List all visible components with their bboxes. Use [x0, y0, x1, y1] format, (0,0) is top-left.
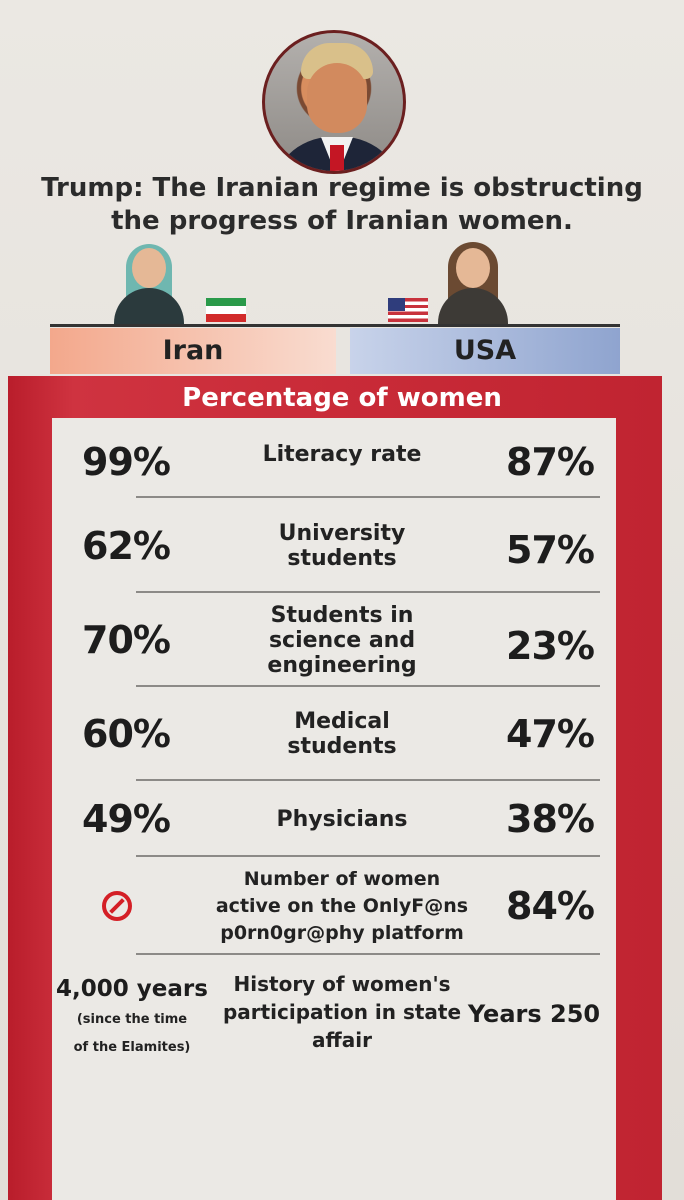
iran-value: 62% [82, 524, 171, 568]
prohibited-icon [102, 891, 132, 921]
comparison-panel [52, 418, 616, 1200]
iran-value [82, 858, 222, 954]
row-label: Students in science and engineering [267, 602, 417, 678]
row-divider [136, 591, 600, 593]
column-header-usa: USA [350, 328, 620, 374]
trump-portrait [262, 30, 406, 174]
history-label: History of women's participation in stat… [222, 972, 462, 1052]
iran-woman-photo [114, 242, 184, 326]
row-label: Medical students [287, 709, 397, 759]
comparison-row: 99% Literacy rate 87% [52, 424, 616, 500]
headline-line-2: the progress of Iranian women. [111, 206, 573, 236]
usa-value: 57% [506, 528, 595, 572]
iran-history-note-2: of the Elamites) [73, 1040, 191, 1055]
comparison-row: 60% Medical students 47% [52, 688, 616, 780]
usa-value: 23% [506, 624, 595, 668]
row-label: Physicians [276, 806, 408, 832]
iran-value: 99% [82, 440, 171, 484]
headline-line-1: Trump: The Iranian regime is obstructing [41, 173, 643, 203]
row-divider [136, 779, 600, 781]
row-divider [136, 953, 600, 955]
comparison-row: 62% University students 57% [52, 500, 616, 592]
column-header-iran: Iran [50, 328, 336, 374]
divider [50, 324, 620, 327]
row-label: Number of women active on the OnlyF@ns p… [215, 867, 469, 944]
iran-history: 4,000 years (since the time of the Elami… [52, 972, 212, 1062]
row-label: University students [278, 521, 406, 571]
comparison-row: 49% Physicians 38% [52, 782, 616, 856]
row-divider [136, 496, 600, 498]
usa-history-value: Years 250 [467, 1000, 601, 1028]
row-label: Literacy rate [262, 442, 422, 467]
iran-value: 49% [82, 797, 171, 841]
iran-flag-icon [206, 298, 246, 322]
headline: Trump: The Iranian regime is obstructing… [0, 172, 684, 238]
usa-value: 87% [506, 440, 595, 484]
iran-value: 70% [82, 618, 171, 662]
iran-history-note-1: (since the time [76, 1012, 188, 1027]
usa-flag-icon [388, 298, 428, 322]
usa-woman-photo [438, 242, 508, 326]
comparison-row: Number of women active on the OnlyF@ns p… [52, 858, 616, 954]
section-title: Percentage of women [182, 383, 502, 413]
row-divider [136, 855, 600, 857]
iran-value: 60% [82, 712, 171, 756]
row-divider [136, 685, 600, 687]
usa-value: 84% [506, 884, 595, 928]
iran-history-value: 4,000 years [56, 976, 208, 1002]
usa-value: 47% [506, 712, 595, 756]
usa-value: 38% [506, 797, 595, 841]
comparison-row: 70% Students in science and engineering … [52, 594, 616, 686]
